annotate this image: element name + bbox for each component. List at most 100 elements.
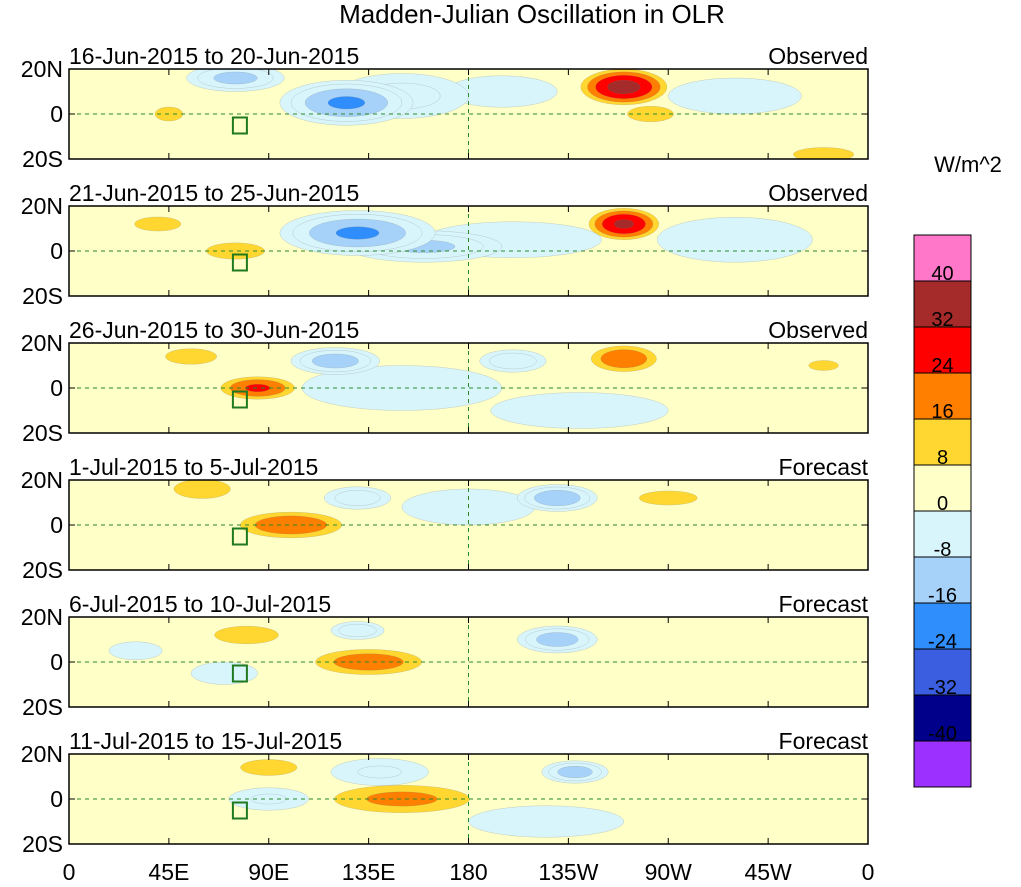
- panel-period: 21-Jun-2015 to 25-Jun-2015: [69, 180, 359, 206]
- anomaly-contour: [245, 384, 271, 392]
- anomaly-contour: [213, 71, 258, 85]
- anomaly-contour: [254, 515, 328, 535]
- panel-period: 1-Jul-2015 to 5-Jul-2015: [69, 454, 318, 480]
- anomaly-contour: [214, 625, 279, 645]
- panel-status: Observed: [768, 317, 868, 343]
- panel-background: [69, 617, 868, 707]
- anomaly-contour: [808, 360, 839, 371]
- y-tick-label: 20S: [22, 283, 63, 309]
- colorbar-swatch: [913, 464, 972, 512]
- anomaly-contour: [134, 216, 182, 232]
- panel-period: 26-Jun-2015 to 30-Jun-2015: [69, 317, 359, 343]
- colorbar-swatch: [913, 280, 972, 328]
- chart-title: Madden-Julian Oscillation in OLR: [339, 0, 725, 29]
- y-tick-label: 20N: [21, 330, 63, 356]
- panel-2: 20N 0 20S 21-Jun-2015 to 25-Jun-2015 Observe…: [21, 180, 869, 309]
- colorbar-label: -16: [928, 585, 957, 607]
- panel-6: 20N 0 20S 11-Jul-2015 to 15-Jul-2015 Forecas…: [21, 728, 869, 857]
- y-tick-label: 20N: [21, 741, 63, 767]
- colorbar-label: 16: [931, 401, 953, 423]
- panel-period: 16-Jun-2015 to 20-Jun-2015: [69, 43, 359, 69]
- region-box: [231, 664, 248, 683]
- panel-4: 20N 0 20S 1-Jul-2015 to 5-Jul-2015 Forecast: [21, 454, 869, 583]
- panel-status: Forecast: [779, 591, 869, 617]
- anomaly-contour: [338, 623, 377, 638]
- colorbar-label: -40: [928, 723, 957, 745]
- anomaly-contour: [327, 96, 366, 110]
- x-tick-label: 45W: [744, 859, 792, 885]
- anomaly-contour: [490, 392, 669, 429]
- anomaly-contour: [335, 226, 380, 240]
- panel-status: Observed: [768, 43, 868, 69]
- x-tick-label: 0: [63, 859, 76, 885]
- colorbar-label: 0: [937, 493, 948, 515]
- anomaly-contour: [366, 791, 438, 807]
- y-tick-label: 0: [50, 512, 63, 538]
- anomaly-field: [108, 621, 598, 685]
- anomaly-contour: [311, 353, 359, 369]
- anomaly-contour: [607, 80, 641, 94]
- colorbar-swatch: [913, 510, 972, 558]
- anomaly-contour: [533, 489, 581, 507]
- y-tick-label: 0: [50, 786, 63, 812]
- panel-1: 20N 0 20S 16-Jun-2015 to 20-Jun-2015 Observe…: [21, 43, 869, 172]
- x-tick-label: 135W: [538, 859, 598, 885]
- colorbar-label: -8: [934, 539, 952, 561]
- colorbar-swatch: [913, 556, 972, 604]
- y-tick-label: 20S: [22, 146, 63, 172]
- anomaly-contour: [793, 147, 855, 159]
- anomaly-field: [154, 69, 855, 159]
- anomaly-contour: [173, 480, 231, 499]
- colorbar-swatch: [913, 234, 972, 282]
- colorbar-swatch: [913, 740, 972, 788]
- x-tick-label: 180: [449, 859, 487, 885]
- panel-period: 11-Jul-2015 to 15-Jul-2015: [69, 728, 342, 754]
- panel-status: Forecast: [779, 728, 869, 754]
- x-tick-label: 135E: [342, 859, 396, 885]
- anomaly-contour: [656, 217, 813, 263]
- colorbar-units: W/m^2: [934, 152, 1002, 177]
- y-tick-label: 20S: [22, 694, 63, 720]
- anomaly-contour: [468, 805, 625, 838]
- y-tick-label: 20N: [21, 467, 63, 493]
- anomaly-contour: [240, 759, 298, 776]
- y-tick-label: 20S: [22, 420, 63, 446]
- y-tick-label: 0: [50, 649, 63, 675]
- anomaly-contour: [357, 765, 402, 779]
- colorbar-swatch: [913, 648, 972, 696]
- anomaly-field: [165, 345, 839, 429]
- x-tick-label: 45E: [148, 859, 189, 885]
- anomaly-contour: [489, 352, 537, 370]
- anomaly-contour: [108, 641, 163, 660]
- anomaly-field: [228, 758, 625, 838]
- anomaly-contour: [627, 105, 674, 123]
- anomaly-contour: [165, 348, 217, 365]
- colorbar-label: -32: [928, 677, 957, 699]
- anomaly-contour: [668, 77, 802, 115]
- region-box: [231, 801, 248, 820]
- y-tick-label: 0: [50, 375, 63, 401]
- panel-status: Observed: [768, 180, 868, 206]
- x-tick-label: 90E: [248, 859, 289, 885]
- anomaly-contour: [557, 765, 593, 779]
- colorbar-label: 24: [931, 355, 953, 377]
- y-tick-label: 0: [50, 238, 63, 264]
- anomaly-contour: [600, 349, 648, 369]
- colorbar-label: 32: [931, 309, 953, 331]
- y-tick-label: 20N: [21, 193, 63, 219]
- x-tick-label: 90W: [645, 859, 693, 885]
- colorbar-swatch: [913, 418, 972, 466]
- anomaly-contour: [334, 490, 381, 506]
- region-box: [231, 390, 248, 409]
- region-box: [231, 116, 248, 135]
- colorbar-swatch: [913, 372, 972, 420]
- panel-period: 6-Jul-2015 to 10-Jul-2015: [69, 591, 331, 617]
- panel-5: 20N 0 20S 6-Jul-2015 to 10-Jul-2015 Forecast: [21, 591, 869, 720]
- colorbar-swatch: [913, 694, 972, 742]
- colorbar-label: 8: [937, 447, 948, 469]
- x-axis: 0 45E 90E 135E 180 135W 90W 45W 0: [63, 859, 875, 885]
- panels: 20N 0 20S 16-Jun-2015 to 20-Jun-2015 Observe…: [21, 43, 869, 857]
- colorbar-label: 40: [931, 263, 953, 285]
- anomaly-contour: [639, 490, 698, 506]
